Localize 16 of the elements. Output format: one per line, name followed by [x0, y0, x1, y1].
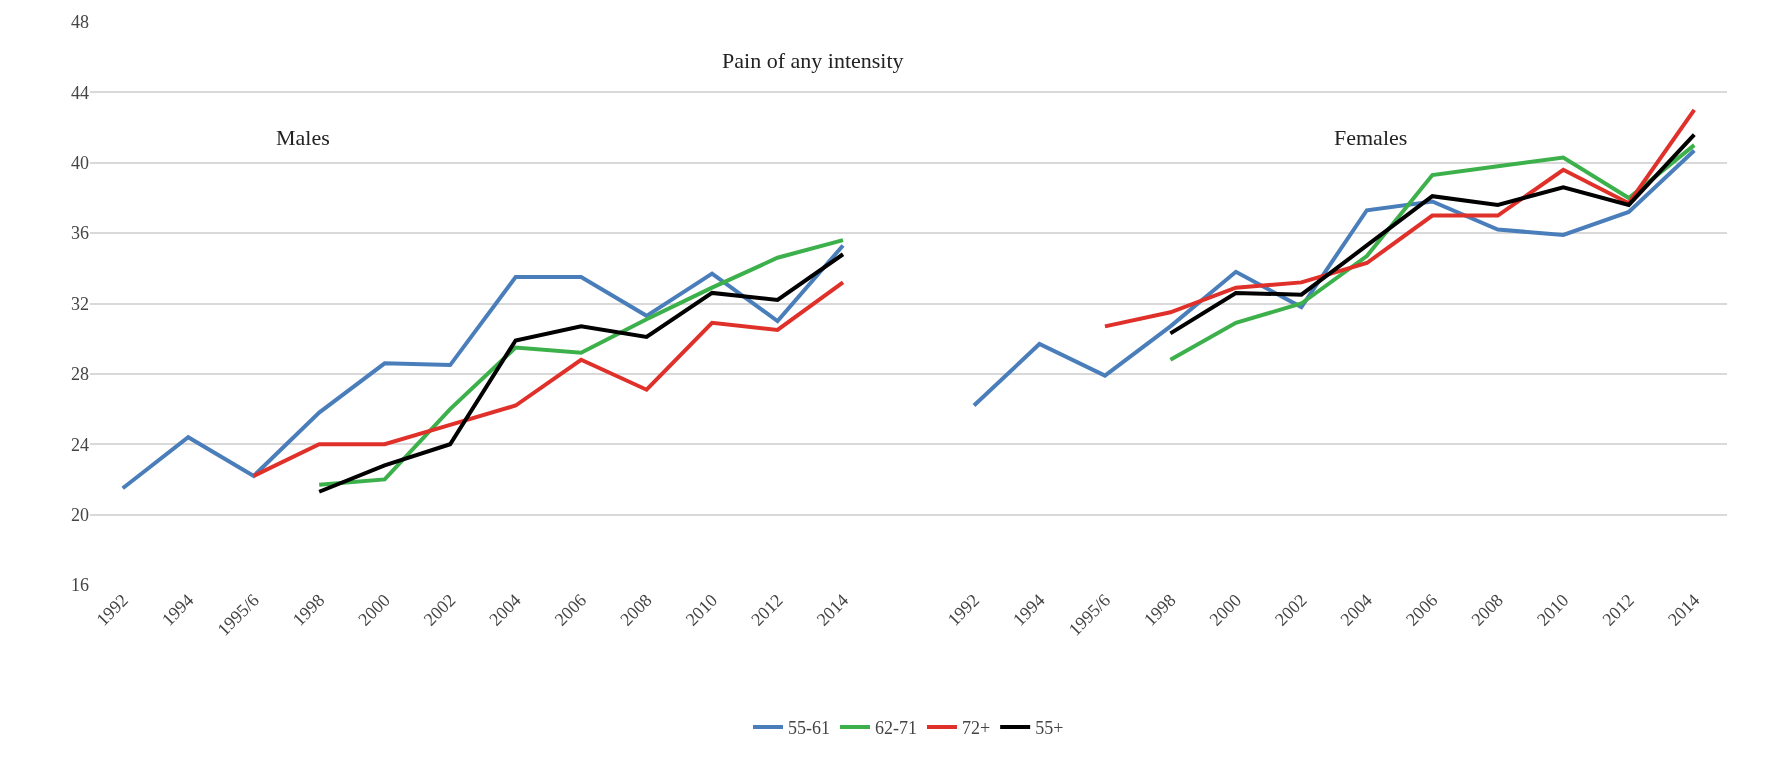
legend-label: 55+ — [1035, 718, 1064, 739]
y-tick-label: 24 — [71, 434, 89, 455]
y-tick-label: 20 — [71, 504, 89, 525]
text: Pain of any intensity — [722, 48, 904, 74]
y-tick-label: 48 — [71, 12, 89, 33]
annotation: Males — [276, 125, 330, 150]
legend-label: 55-61 — [788, 718, 830, 739]
y-tick-label: 40 — [71, 153, 89, 174]
y-tick-label: 16 — [71, 575, 89, 596]
legend-label: 72+ — [962, 718, 991, 739]
legend-label: 62-71 — [875, 718, 917, 739]
y-tick-label: 44 — [71, 82, 89, 103]
annotation: Females — [1334, 125, 1408, 150]
y-tick-label: 28 — [71, 364, 89, 385]
y-tick-label: 32 — [71, 293, 89, 314]
y-tick-label: 36 — [71, 223, 89, 244]
